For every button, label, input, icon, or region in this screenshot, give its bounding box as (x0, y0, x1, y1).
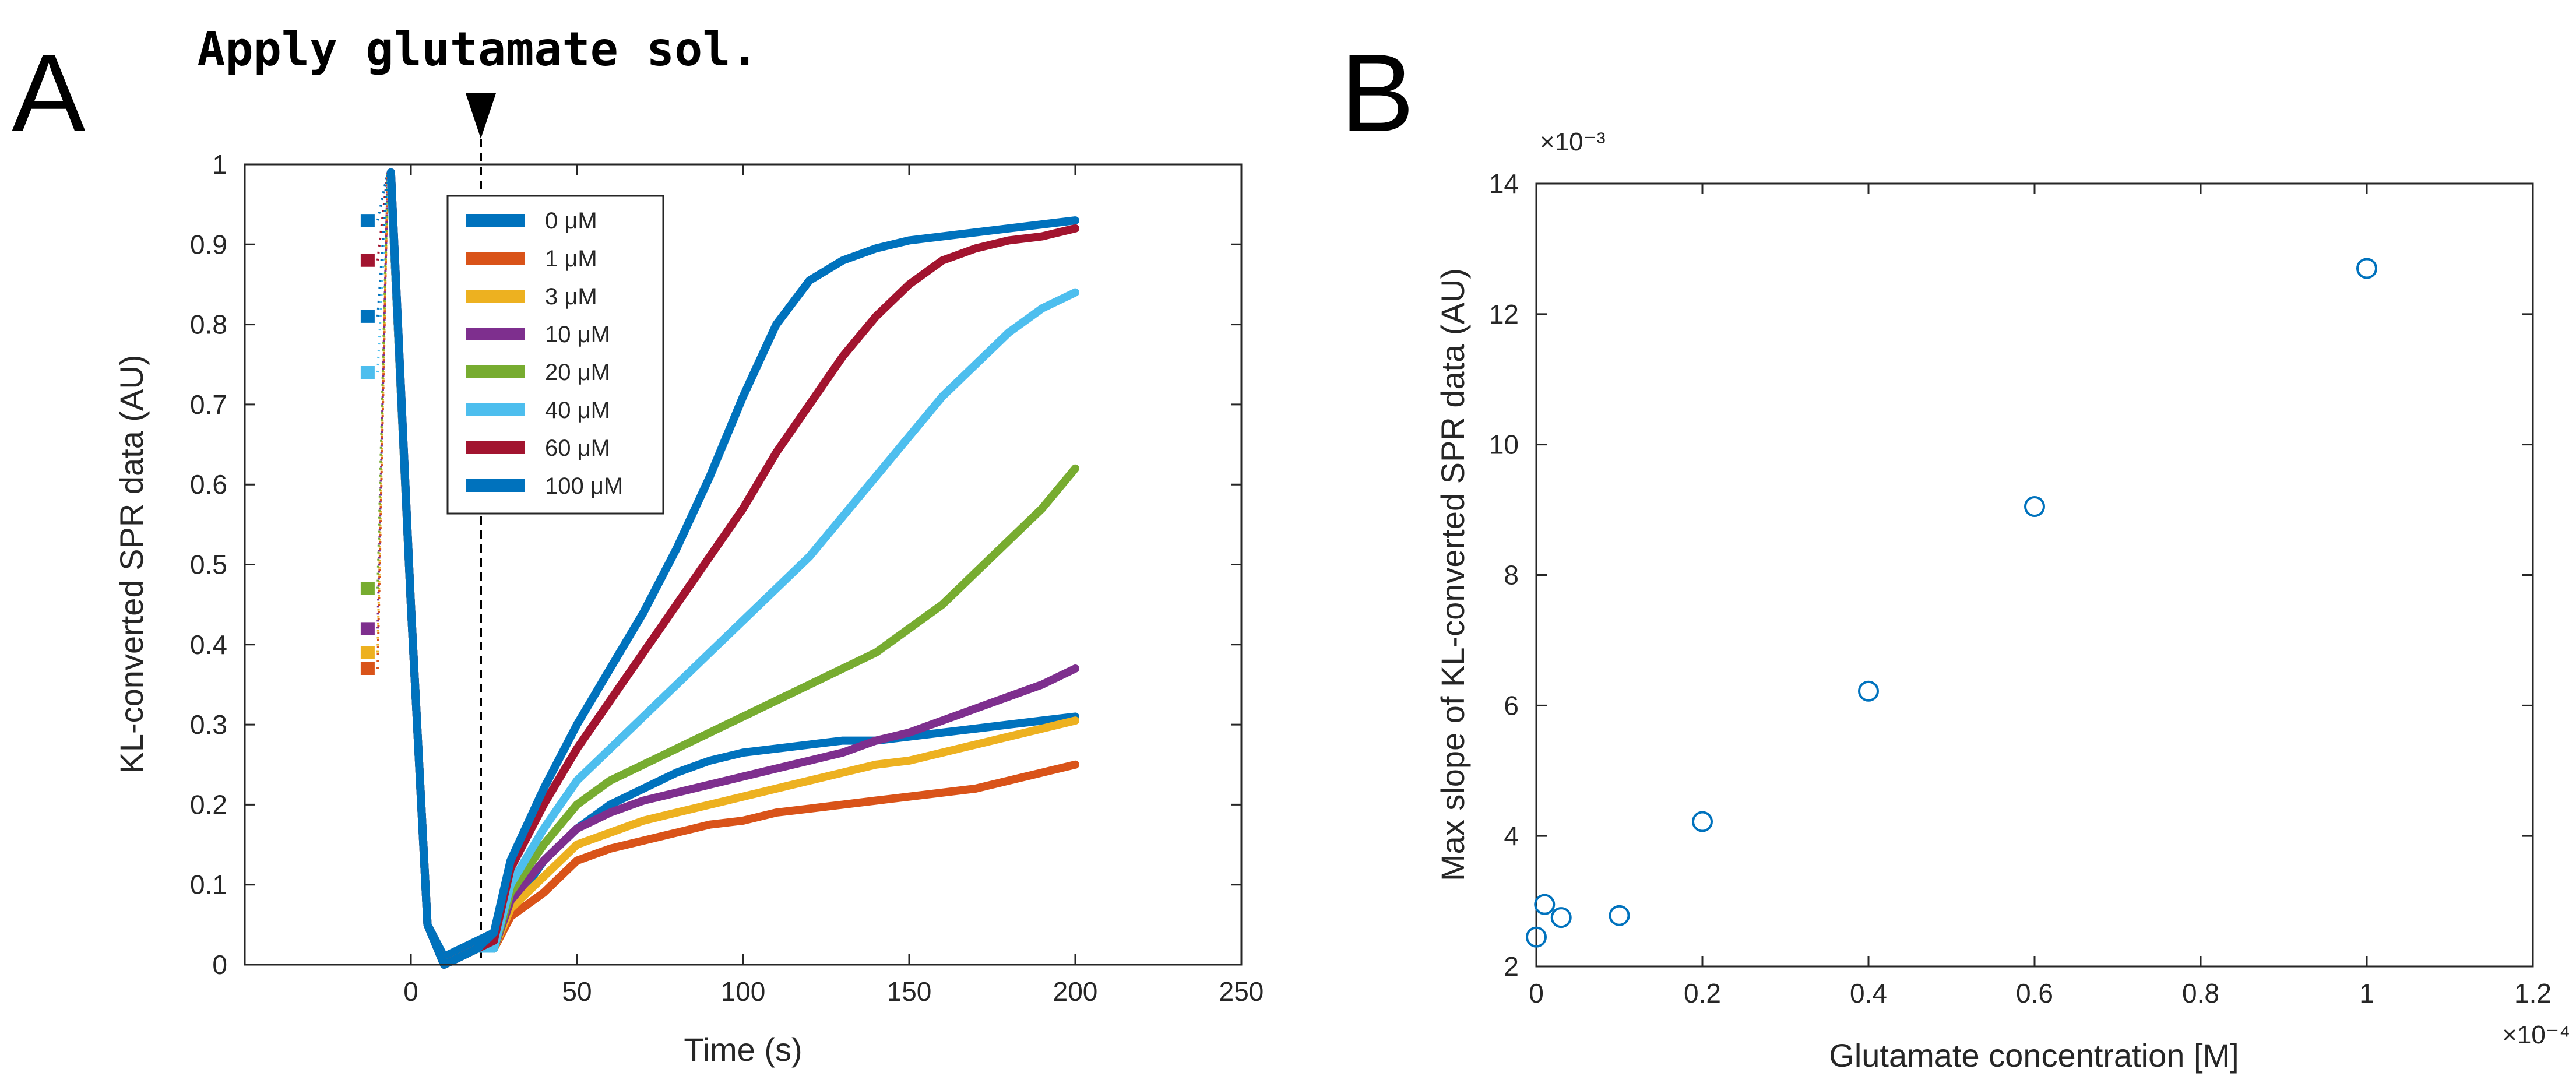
legend-label: 3 μM (545, 284, 597, 310)
a-series-jump (376, 172, 389, 317)
b-ytick-label: 12 (1489, 299, 1519, 329)
legend-label: 1 μM (545, 246, 597, 272)
a-ytick-label: 0.9 (190, 229, 227, 259)
b-ytick-label: 10 (1489, 430, 1519, 460)
b-scatter-point (1526, 926, 1547, 948)
a-ytick-label: 0.4 (190, 630, 227, 660)
a-series-line-7 (386, 168, 1079, 969)
panel-b-ticks (1535, 182, 2534, 968)
a-ytick-label: 1 (212, 149, 227, 180)
panel-b-label: B (1340, 31, 1414, 155)
legend-label: 0 μM (545, 208, 597, 234)
a-xtick-label: 250 (1219, 976, 1264, 1007)
b-xtick-label: 1 (2359, 978, 2374, 1008)
b-ytick-label: 2 (1504, 951, 1519, 982)
a-series-jump (376, 172, 389, 669)
a-series-line-0 (386, 168, 1079, 961)
a-ytick-label: 0.3 (190, 709, 227, 740)
panel-a-tick-labels: 0 50 100 150 200 250 0 0.1 0.2 0.3 0.4 0.5 0.6 0.7 0.8… (190, 149, 1264, 1007)
annotation-arrow-icon (466, 93, 496, 139)
legend-box (446, 195, 664, 515)
a-ytick-label: 0.2 (190, 789, 227, 820)
b-xtick-label: 0 (1529, 978, 1544, 1008)
panel-a-series (360, 168, 1079, 969)
a-ytick-label: 0 (212, 950, 227, 980)
panel-b-x-multiplier: ×10⁻⁴ (2502, 1021, 2570, 1049)
legend-items: 0 μM 1 μM 3 μM 10 μM 20 μM 40 μM 60 μM 100 μM (466, 208, 623, 499)
apply-annotation: Apply glutamate sol. (197, 22, 758, 76)
a-ytick-label: 0.8 (190, 310, 227, 340)
b-scatter-point (2356, 258, 2377, 279)
b-scatter-point (1609, 905, 1630, 926)
a-ytick-label: 0.5 (190, 550, 227, 580)
b-ytick-label: 4 (1504, 821, 1519, 851)
legend-label: 20 μM (545, 360, 610, 385)
a-series-jump (376, 172, 389, 261)
b-xtick-label: 0.6 (2016, 978, 2053, 1008)
b-xtick-label: 0.2 (1684, 978, 1721, 1008)
panel-a-chart: 0 50 100 150 200 250 0 0.1 0.2 0.3 0.4 0.5 0.6 0.7 0.8… (113, 149, 1264, 1068)
legend-label: 60 μM (545, 435, 610, 461)
panel-b-points (1526, 258, 2377, 948)
panel-a-label: A (12, 31, 86, 155)
b-ytick-label: 6 (1504, 690, 1519, 720)
legend: 0 μM 1 μM 3 μM 10 μM 20 μM 40 μM 60 μM 100 μM (446, 195, 664, 515)
b-scatter-point (1550, 907, 1572, 929)
a-xtick-label: 100 (721, 976, 766, 1007)
panel-a-frame (244, 163, 1243, 966)
panel-b-frame (1535, 182, 2534, 968)
a-ytick-label: 0.6 (190, 469, 227, 500)
a-ytick-label: 0.7 (190, 389, 227, 420)
b-xtick-label: 0.8 (2182, 978, 2219, 1008)
a-xtick-label: 50 (562, 976, 592, 1007)
legend-label: 100 μM (545, 473, 623, 499)
b-scatter-point (1858, 680, 1879, 702)
b-ytick-label: 8 (1504, 560, 1519, 590)
b-xtick-label: 0.4 (1850, 978, 1887, 1008)
a-ytick-label: 0.1 (190, 870, 227, 900)
b-xtick-label: 1.2 (2514, 978, 2552, 1008)
a-xtick-label: 0 (403, 976, 418, 1007)
legend-label: 40 μM (545, 398, 610, 423)
panel-a-xlabel: Time (s) (684, 1031, 802, 1068)
panel-b-xlabel: Glutamate concentration [M] (1829, 1037, 2239, 1074)
panel-b-tick-labels: 0 0.2 0.4 0.6 0.8 1 1.2 2 4 6 8 10 12 14 (1489, 168, 2552, 1008)
b-scatter-point (2024, 495, 2045, 517)
a-xtick-label: 150 (887, 976, 932, 1007)
a-xtick-label: 200 (1053, 976, 1098, 1007)
b-scatter-point (1692, 811, 1713, 832)
panel-b-y-multiplier: ×10⁻³ (1540, 128, 1606, 156)
b-ytick-label: 14 (1489, 168, 1519, 199)
b-scatter-point (1534, 894, 1556, 915)
panel-b-ylabel: Max slope of KL-converted SPR data (AU) (1434, 268, 1471, 881)
panel-a-ylabel: KL-converted SPR data (AU) (113, 355, 150, 774)
legend-label: 10 μM (545, 322, 610, 347)
a-series-jump (376, 172, 389, 221)
